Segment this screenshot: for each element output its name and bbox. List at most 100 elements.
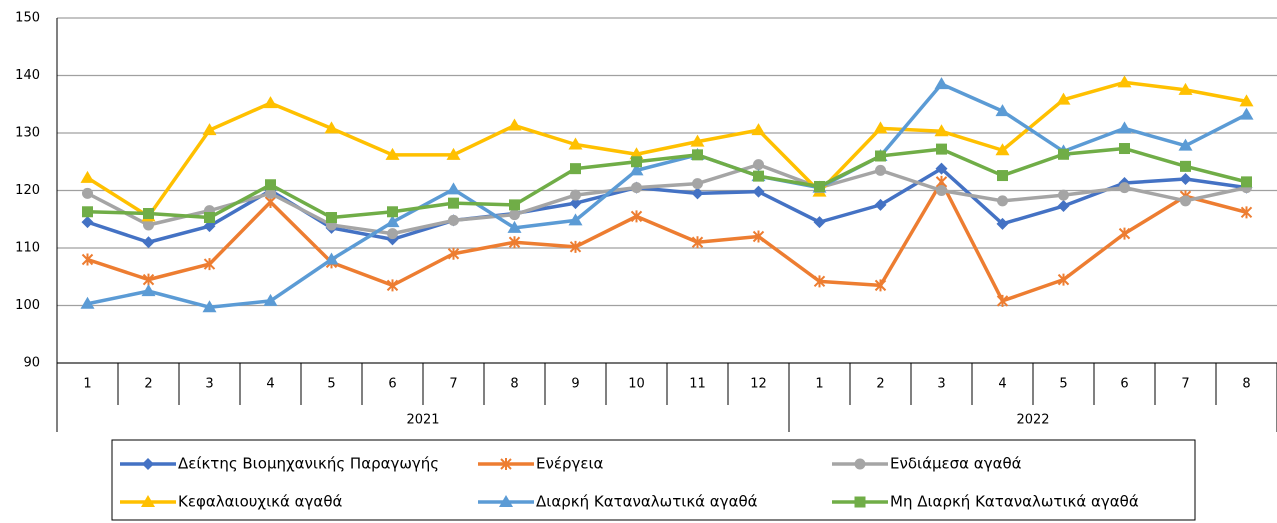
- x-tick-label: 4: [998, 377, 1006, 392]
- marker: [1239, 107, 1254, 120]
- marker: [81, 253, 94, 266]
- marker: [203, 220, 216, 233]
- marker: [629, 163, 644, 176]
- marker: [1058, 189, 1069, 201]
- x-tick-label: 2: [144, 377, 152, 392]
- x-tick-label: 5: [327, 377, 335, 392]
- marker: [1057, 200, 1070, 213]
- marker: [81, 216, 94, 229]
- marker: [874, 279, 887, 292]
- marker: [1241, 176, 1252, 188]
- marker: [934, 77, 949, 90]
- marker: [326, 212, 337, 224]
- marker: [631, 182, 642, 194]
- marker: [1239, 94, 1254, 107]
- x-tick-label: 7: [1181, 377, 1189, 392]
- marker: [202, 300, 217, 313]
- marker: [142, 236, 155, 249]
- x-tick-label: 5: [1059, 377, 1067, 392]
- x-tick-label: 1: [83, 377, 91, 392]
- legend-label: Διαρκή Καταναλωτικά αγαθά: [536, 493, 758, 511]
- marker: [446, 147, 461, 160]
- marker: [385, 215, 400, 228]
- marker: [569, 240, 582, 253]
- marker: [385, 147, 400, 160]
- marker: [997, 170, 1008, 182]
- x-tick-label: 8: [510, 377, 518, 392]
- marker: [500, 458, 512, 470]
- marker: [387, 228, 398, 240]
- marker: [630, 210, 643, 223]
- x-tick-label: 9: [571, 377, 579, 392]
- marker: [570, 189, 581, 201]
- marker: [875, 150, 886, 162]
- marker: [142, 273, 155, 286]
- marker: [265, 187, 276, 199]
- y-tick-label: 120: [15, 183, 40, 198]
- x-tick-label: 6: [388, 377, 396, 392]
- x-tick-label: 4: [266, 377, 274, 392]
- marker: [1180, 195, 1191, 207]
- marker: [82, 187, 93, 199]
- series-line: [86, 80, 1247, 219]
- marker: [448, 214, 459, 226]
- marker: [141, 284, 156, 297]
- marker: [508, 236, 521, 249]
- marker: [1117, 75, 1132, 88]
- x-tick-label: 8: [1242, 377, 1250, 392]
- marker: [143, 219, 154, 231]
- x-tick-label: 2: [876, 377, 884, 392]
- marker: [1240, 206, 1253, 219]
- marker: [995, 104, 1010, 117]
- marker: [324, 252, 339, 265]
- series-line: [86, 180, 1247, 303]
- marker: [996, 294, 1009, 307]
- marker: [1056, 92, 1071, 105]
- legend-label: Μη Διαρκή Καταναλωτικά αγαθά: [890, 493, 1139, 511]
- marker: [202, 123, 217, 136]
- marker: [507, 118, 522, 131]
- marker: [143, 208, 154, 219]
- marker: [446, 182, 461, 195]
- y-tick-label: 140: [15, 68, 40, 83]
- marker: [936, 185, 947, 196]
- marker: [813, 216, 826, 229]
- series-line: [86, 162, 1247, 236]
- y-tick-label: 110: [15, 241, 40, 256]
- marker: [141, 495, 155, 507]
- marker: [569, 197, 582, 210]
- marker: [1178, 138, 1193, 151]
- marker: [691, 236, 704, 249]
- marker: [753, 170, 764, 182]
- marker: [874, 198, 887, 211]
- marker: [509, 209, 520, 221]
- marker: [265, 179, 276, 191]
- marker: [873, 121, 888, 134]
- series-line: [87, 146, 1247, 220]
- marker: [854, 458, 866, 470]
- x-tick-label: 11: [689, 377, 706, 392]
- marker: [1058, 148, 1069, 160]
- legend-label: Δείκτης Βιομηχανικής Παραγωγής: [178, 455, 439, 473]
- marker: [691, 187, 704, 200]
- marker: [142, 458, 154, 470]
- marker: [80, 170, 95, 183]
- marker: [447, 247, 460, 260]
- marker: [1178, 82, 1193, 95]
- marker: [568, 137, 583, 150]
- marker: [751, 123, 766, 136]
- x-tick-label: 10: [628, 377, 645, 392]
- marker: [386, 279, 399, 292]
- legend: Δείκτης Βιομηχανικής Παραγωγής Ενέργεια Εν…: [120, 455, 1139, 511]
- marker: [263, 293, 278, 306]
- marker: [1179, 173, 1192, 185]
- x-tick-label: 1: [815, 377, 823, 392]
- x-tick-label: 6: [1120, 377, 1128, 392]
- marker: [324, 121, 339, 134]
- marker: [692, 149, 703, 161]
- marker: [509, 199, 520, 211]
- marker: [753, 159, 764, 171]
- marker: [448, 197, 459, 209]
- marker: [1180, 160, 1191, 172]
- group-label: 2021: [406, 413, 439, 428]
